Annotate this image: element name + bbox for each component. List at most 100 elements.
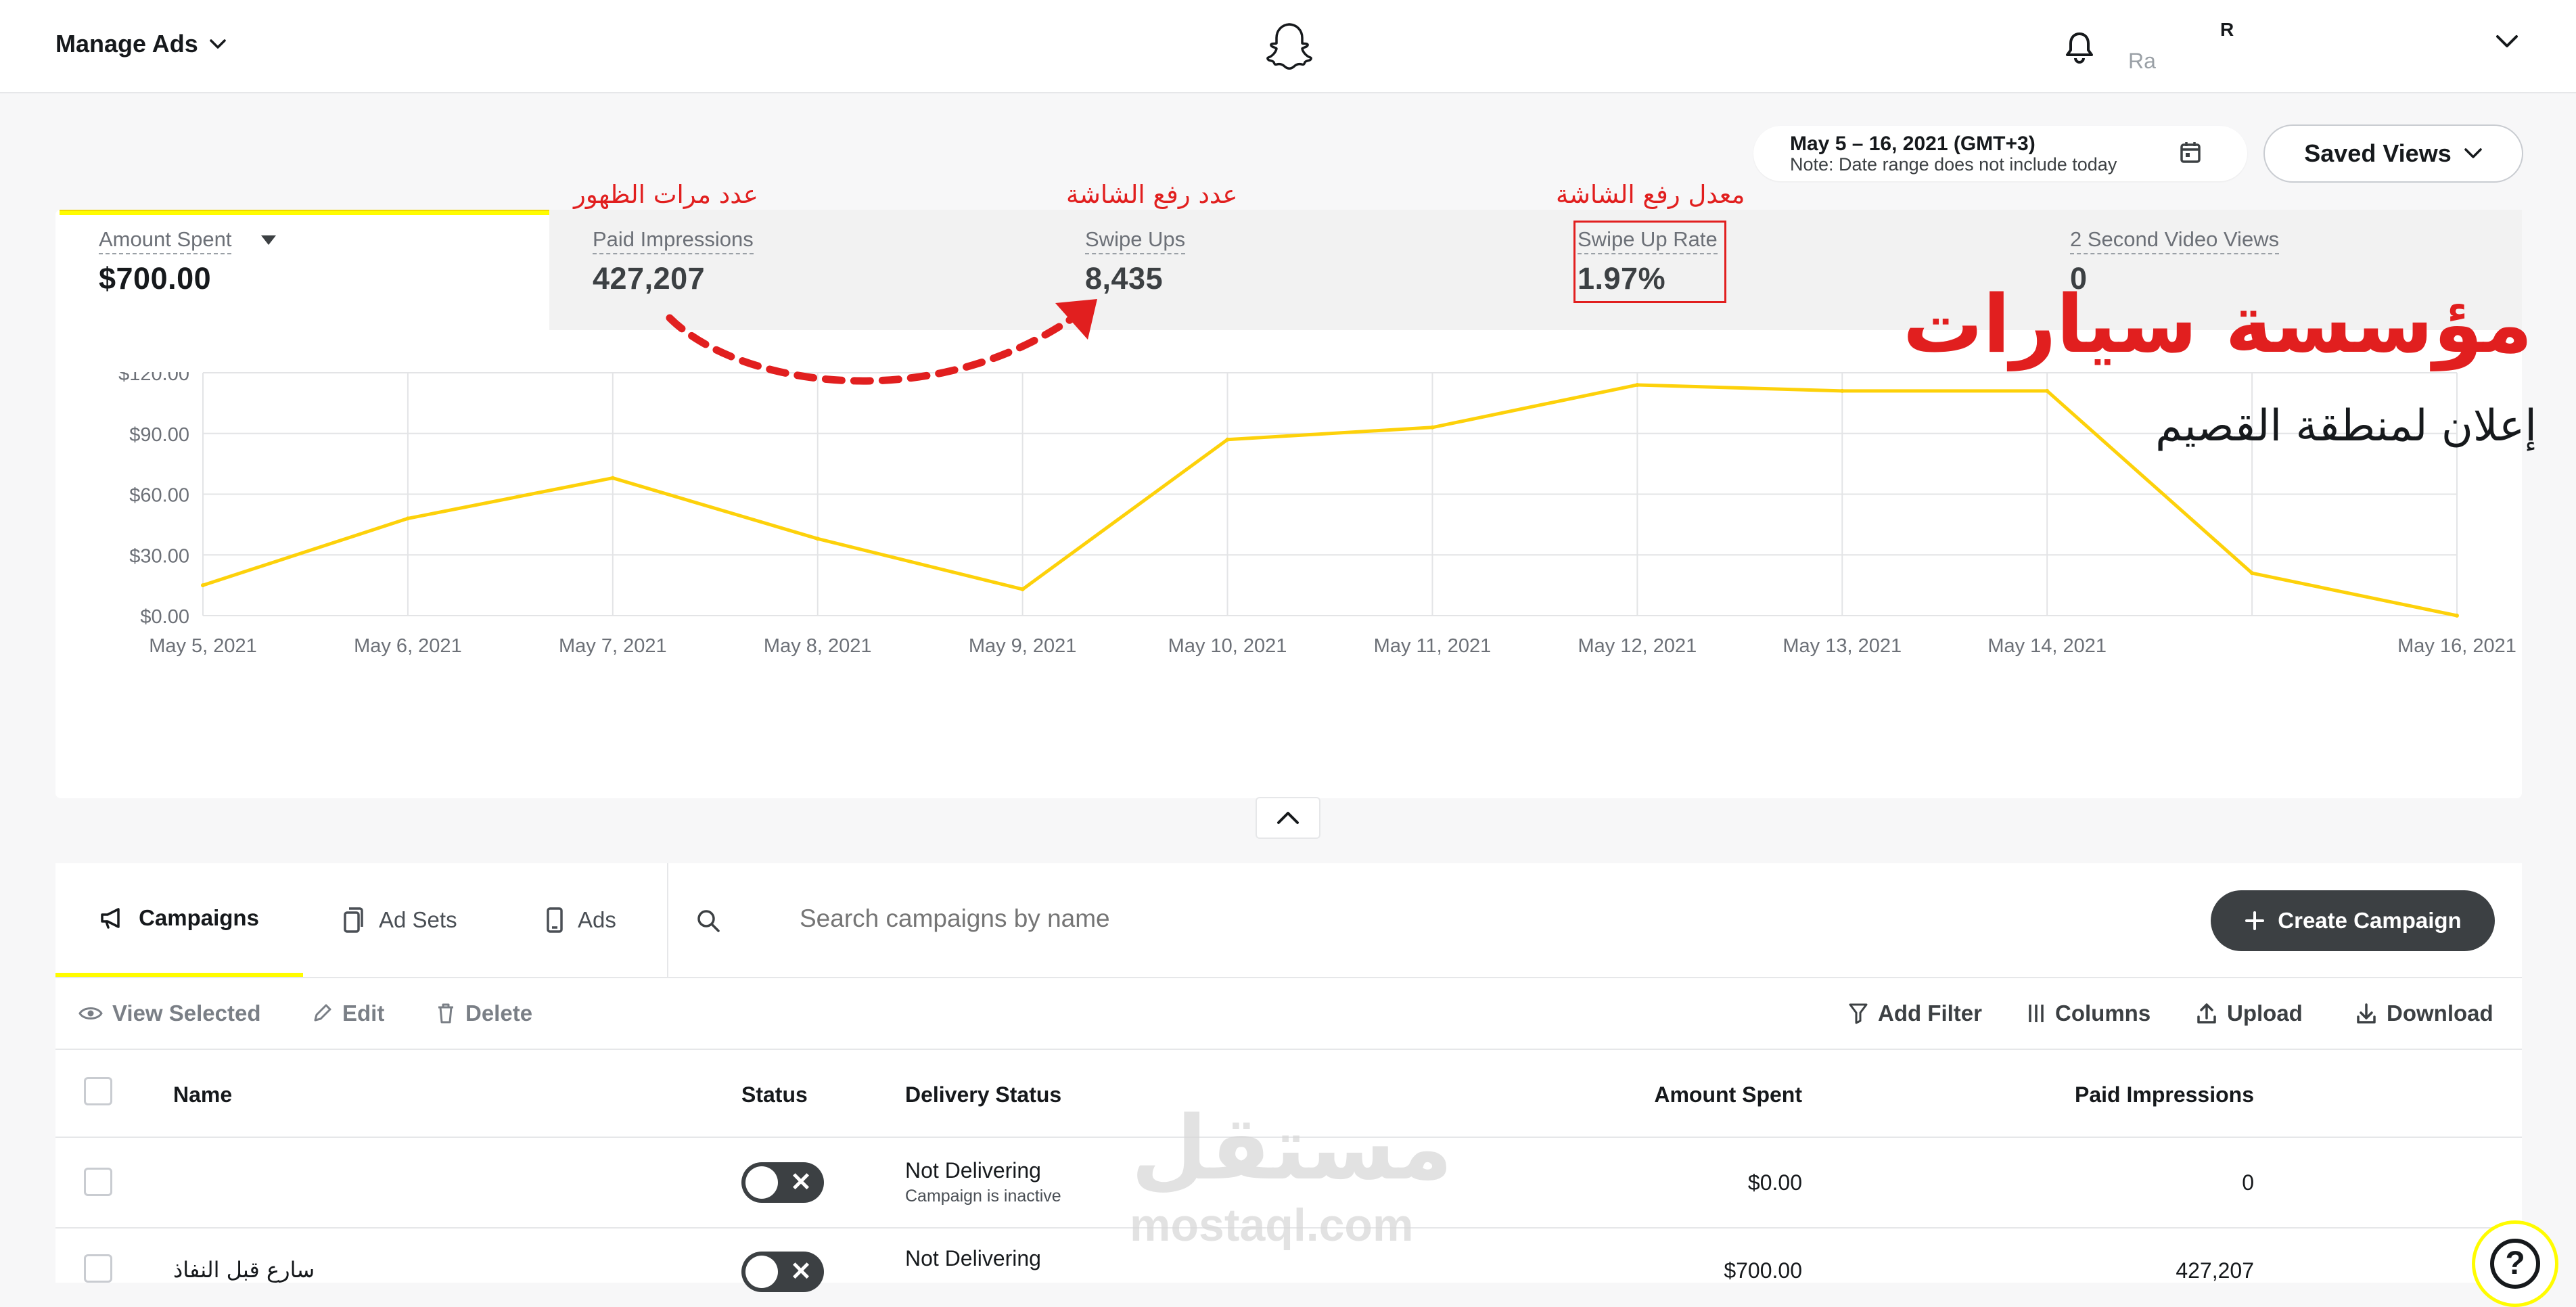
metric-value: 8,435 [1085, 261, 1164, 296]
upload-button[interactable]: Upload [2196, 978, 2303, 1049]
metric-value: 0 [2070, 261, 2088, 296]
caret-down-icon[interactable] [260, 234, 277, 246]
download-label: Download [2387, 1001, 2493, 1026]
series-line [202, 383, 2458, 618]
manage-ads-menu[interactable]: Manage Ads [55, 30, 227, 58]
account-chevron-down-icon[interactable] [2493, 31, 2521, 51]
metric-label: Amount Spent [99, 227, 232, 254]
user-initials: R [2220, 19, 2234, 40]
metric-strip [549, 210, 2522, 330]
pencil-icon [314, 1004, 331, 1022]
column-header-paid-impressions[interactable]: Paid Impressions [2075, 1082, 2254, 1107]
data-point [2045, 388, 2050, 393]
divider [667, 863, 668, 977]
status-toggle[interactable]: ✕ [741, 1162, 824, 1203]
y-tick-label: $60.00 [129, 485, 189, 507]
phone-icon [547, 907, 563, 933]
data-point [2250, 571, 2255, 576]
create-campaign-button[interactable]: Create Campaign [2211, 890, 2495, 951]
upload-icon [2197, 1003, 2216, 1024]
top-bar: Manage Ads R Ra [0, 0, 2576, 93]
saved-views-label: Saved Views [2304, 139, 2452, 167]
delivery-status-detail: Campaign is inactive [905, 1187, 1061, 1206]
column-header-delivery-status[interactable]: Delivery Status [905, 1082, 1062, 1107]
snapchat-ghost-icon[interactable] [1265, 22, 1312, 70]
y-tick-label: $0.00 [140, 606, 189, 628]
x-tick-label: May 10, 2021 [1168, 635, 1287, 657]
toggle-knob [745, 1166, 778, 1199]
row-divider [55, 1137, 2522, 1138]
metrics-card: Amount Spent $700.00 Paid Impressions 42… [55, 210, 2522, 798]
chevron-down-icon [2464, 148, 2482, 158]
chevron-down-icon [209, 39, 226, 49]
data-point [201, 583, 205, 588]
metric-swipe-ups[interactable]: Swipe Ups 8,435 [1085, 210, 1572, 330]
metric-paid-impressions[interactable]: Paid Impressions 427,207 [593, 210, 1080, 330]
row-checkbox[interactable] [84, 1254, 112, 1283]
annotation-swipe-up-rate: معدل رفع الشاشة [1556, 180, 1745, 209]
metric-swipe-up-rate[interactable]: Swipe Up Rate 1.97% [1578, 210, 2065, 330]
x-tick-label: May 8, 2021 [764, 635, 872, 657]
metric-amount-spent[interactable]: Amount Spent $700.00 [99, 210, 586, 330]
data-point [815, 536, 820, 541]
annotation-swipe-ups: عدد رفع الشاشة [1066, 180, 1238, 209]
tab-ads-label: Ads [578, 907, 616, 932]
column-header-amount-spent[interactable]: Amount Spent [1654, 1082, 1802, 1107]
columns-icon [2029, 1005, 2044, 1022]
columns-button[interactable]: Columns [2027, 978, 2150, 1049]
annotation-headline: مؤسسة سيارات [1902, 277, 2533, 371]
highlight-box [1573, 221, 1726, 303]
data-point [2455, 614, 2459, 618]
view-selected-label: View Selected [112, 1001, 261, 1026]
help-button[interactable]: ? [2472, 1220, 2558, 1307]
columns-label: Columns [2055, 1001, 2151, 1026]
download-icon [2357, 1003, 2376, 1024]
status-toggle[interactable]: ✕ [741, 1252, 824, 1292]
filter-icon [1849, 1003, 1868, 1024]
amount-spent-line-chart: $0.00 $30.00 $60.00 $90.00 $120.00 May 5, 202… [118, 372, 2516, 657]
delivery-status: Not Delivering [905, 1158, 1041, 1183]
column-header-status[interactable]: Status [741, 1082, 808, 1107]
eye-icon [78, 1007, 103, 1019]
metric-label: Swipe Up Rate [1578, 227, 1718, 254]
manage-ads-label: Manage Ads [55, 30, 198, 58]
saved-views-button[interactable]: Saved Views [2263, 124, 2523, 183]
tab-ads[interactable]: Ads [545, 863, 616, 977]
watermark-logo-text: مستقل [1131, 1097, 1453, 1199]
metric-label: Paid Impressions [593, 227, 754, 254]
metric-label: 2 Second Video Views [2070, 227, 2280, 254]
metric-value: 427,207 [593, 261, 706, 296]
create-campaign-label: Create Campaign [2278, 908, 2462, 933]
x-tick-label: May 14, 2021 [1987, 635, 2107, 657]
search-input[interactable] [798, 904, 1410, 934]
date-range-picker[interactable]: May 5 – 16, 2021 (GMT+3) Note: Date rang… [1753, 126, 2247, 181]
search-icon [697, 910, 720, 932]
ad-sets-icon [344, 907, 363, 933]
campaign-name[interactable]: سارع قبل النفاذ [173, 1257, 315, 1283]
upload-label: Upload [2227, 1001, 2303, 1026]
collapse-chart-button[interactable] [1256, 797, 1320, 839]
column-header-name[interactable]: Name [173, 1082, 233, 1107]
paid-impressions-value: 427,207 [2176, 1258, 2254, 1283]
data-point [405, 516, 410, 521]
bell-icon[interactable] [2065, 31, 2094, 64]
delete-button[interactable]: Delete [436, 978, 532, 1049]
data-point [1225, 437, 1230, 442]
x-tick-label: May 16, 2021 [2397, 635, 2516, 657]
y-tick-label: $30.00 [129, 545, 189, 567]
tab-ad-sets[interactable]: Ad Sets [342, 863, 457, 977]
edit-button[interactable]: Edit [311, 978, 384, 1049]
data-point [1430, 425, 1435, 430]
metric-2-second-video-views[interactable]: 2 Second Video Views 0 [2070, 210, 2557, 330]
add-filter-button[interactable]: Add Filter [1848, 978, 1982, 1049]
x-tick-label: May 5, 2021 [149, 635, 257, 657]
edit-label: Edit [342, 1001, 385, 1026]
data-point [1840, 388, 1845, 393]
question-icon: ? [2490, 1239, 2540, 1289]
close-icon: ✕ [790, 1258, 812, 1286]
row-checkbox[interactable] [84, 1168, 112, 1196]
tab-campaigns[interactable]: Campaigns [55, 863, 303, 977]
select-all-checkbox[interactable] [84, 1077, 112, 1105]
view-selected-button[interactable]: View Selected [78, 978, 261, 1049]
download-button[interactable]: Download [2355, 978, 2493, 1049]
